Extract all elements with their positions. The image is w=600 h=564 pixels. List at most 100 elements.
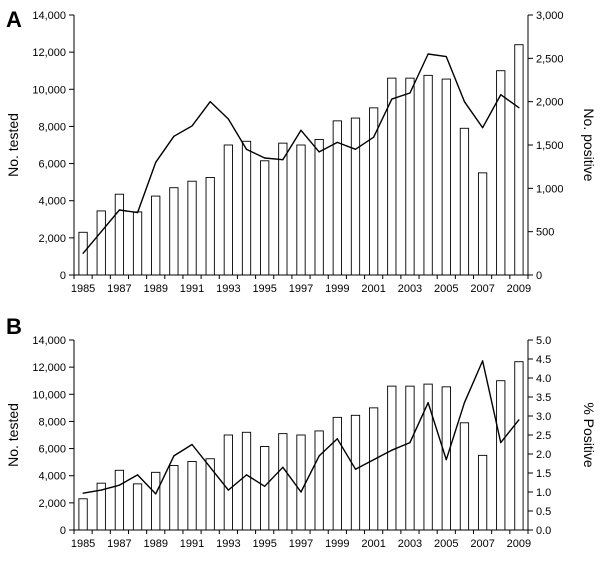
line-point-2000 <box>354 468 357 470</box>
x-tick-label: 1995 <box>252 538 276 550</box>
right-tick-label: 4.5 <box>536 354 551 366</box>
panel-b-chart: 0 2,000 4,000 6,000 8,000 10,000 12,000 14,000 0… <box>5 335 597 550</box>
bar-2005 <box>441 78 451 276</box>
right-tick-label: 5.0 <box>536 335 551 347</box>
line-point-1987 <box>118 484 120 486</box>
x-tick-label: 1997 <box>289 283 313 295</box>
bar-1998 <box>314 138 324 276</box>
left-axis-label: No. tested <box>5 403 21 467</box>
left-tick-label: 2,000 <box>38 233 66 245</box>
line-point-1989 <box>155 493 157 495</box>
bar-1999 <box>332 416 342 531</box>
line-point-1993 <box>227 118 229 120</box>
line-point-2009 <box>518 419 520 421</box>
left-tick-label: 8,000 <box>38 121 66 133</box>
left-tick-label: 4,000 <box>38 471 66 483</box>
line-point-2003 <box>409 92 411 94</box>
bar-2008 <box>496 380 506 531</box>
line-point-2004 <box>427 53 429 55</box>
bar-2002 <box>387 77 397 276</box>
x-tick-label: 2005 <box>434 283 458 295</box>
bar-1991 <box>187 461 197 531</box>
right-tick-label: 3,000 <box>536 10 564 22</box>
line-point-1992 <box>209 466 211 468</box>
bar-1990 <box>169 465 179 531</box>
right-axis-label: % Positive <box>581 402 597 468</box>
x-tick-label: 1989 <box>143 283 167 295</box>
right-tick-label: 0 <box>536 270 542 282</box>
x-tick-label: 1991 <box>180 538 204 550</box>
right-tick-label: 1,500 <box>536 140 564 152</box>
left-tick-label: 6,000 <box>38 159 66 171</box>
bar-1989 <box>151 471 161 531</box>
bar-1992 <box>205 177 215 276</box>
line-point-1990 <box>173 135 175 137</box>
right-tick-label: 0.5 <box>536 506 551 518</box>
bar-2004 <box>423 383 433 531</box>
bar-2001 <box>369 407 379 531</box>
left-tick-label: 6,000 <box>38 444 66 456</box>
x-tick-label: 2003 <box>398 283 422 295</box>
bar-2004 <box>423 74 433 276</box>
line-point-1993 <box>227 489 229 491</box>
left-tick-label: 10,000 <box>32 84 66 96</box>
bar-1993 <box>223 144 233 276</box>
line-point-2006 <box>463 101 466 103</box>
line-point-1997 <box>300 491 302 493</box>
line-point-2005 <box>445 459 447 461</box>
bar-2003 <box>405 77 415 276</box>
line-point-2000 <box>354 148 357 150</box>
line-point-1987 <box>118 209 120 211</box>
bar-1987 <box>114 469 125 531</box>
left-tick-label: 4,000 <box>38 196 66 208</box>
line-point-2006 <box>463 402 466 404</box>
x-tick-label: 2007 <box>470 538 494 550</box>
bar-1995 <box>260 446 270 531</box>
x-tick-label: 1997 <box>289 538 313 550</box>
left-tick-label: 8,000 <box>38 416 66 428</box>
bar-1988 <box>132 483 143 531</box>
bar-2003 <box>405 385 415 531</box>
line-point-1996 <box>282 159 284 161</box>
bar-2002 <box>387 385 397 531</box>
line-point-2002 <box>391 98 393 100</box>
bar-1992 <box>205 458 215 531</box>
x-tick-label: 1985 <box>71 283 95 295</box>
line-point-1994 <box>245 474 248 476</box>
x-tick-label: 1991 <box>180 283 204 295</box>
x-tick-label: 2003 <box>398 538 422 550</box>
panel-letter-b: B <box>6 314 22 339</box>
x-tick-label: 1989 <box>143 538 167 550</box>
right-tick-label: 3.0 <box>536 411 551 423</box>
bar-1986 <box>96 210 106 276</box>
line-point-1999 <box>336 438 338 440</box>
line-point-1995 <box>264 157 266 159</box>
x-tick-label: 1993 <box>216 283 240 295</box>
line-point-2001 <box>373 459 375 461</box>
line-point-1994 <box>245 148 248 150</box>
bar-1995 <box>260 160 270 276</box>
bar-1991 <box>187 180 197 276</box>
x-tick-label: 1999 <box>325 283 349 295</box>
line-point-2001 <box>373 136 375 138</box>
bar-2006 <box>459 127 470 276</box>
right-axis-label: No. positive <box>581 108 597 181</box>
line-point-1990 <box>173 455 175 457</box>
line-point-2005 <box>445 56 447 58</box>
bar-2006 <box>459 422 470 531</box>
line-point-1991 <box>191 125 193 127</box>
line-point-1998 <box>318 151 320 153</box>
bar-1996 <box>278 142 288 276</box>
right-tick-label: 3.5 <box>536 392 551 404</box>
left-tick-label: 12,000 <box>32 362 66 374</box>
bar-2007 <box>477 172 488 276</box>
bar-1990 <box>169 187 179 276</box>
right-tick-label: 2.0 <box>536 449 551 461</box>
line-point-2007 <box>482 360 484 362</box>
line-point-1985 <box>82 492 84 494</box>
panel-a-chart: 0 2,000 4,000 6,000 8,000 10,000 12,000 14,000 0… <box>5 10 597 295</box>
right-tick-label: 2,500 <box>536 53 564 65</box>
bar-1989 <box>151 195 161 276</box>
bar-2009 <box>514 44 524 276</box>
